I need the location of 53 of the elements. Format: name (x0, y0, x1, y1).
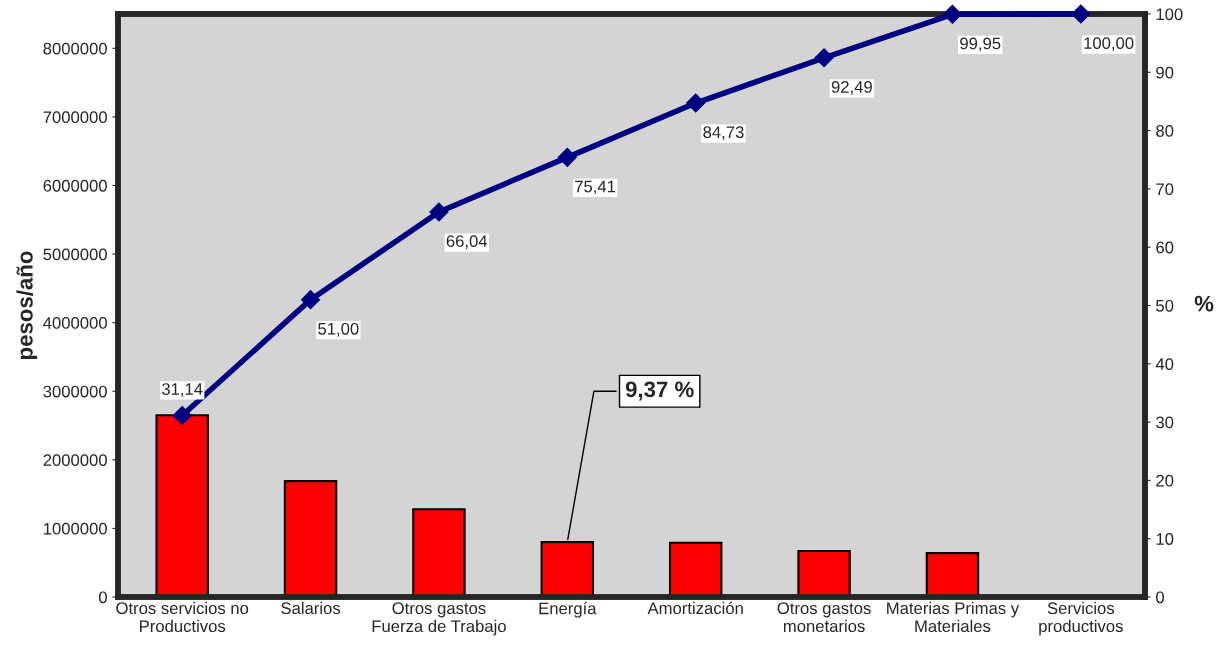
y-axis-title: pesos/año (16, 251, 38, 359)
data-label: 84,73 (703, 126, 744, 141)
y-tick-label: 2000000 (43, 454, 107, 467)
x-tick-label: Amortización (647, 601, 743, 615)
y2-tick-label: 30 (1156, 416, 1174, 429)
y-tick-label: 1000000 (43, 522, 107, 535)
y2-tick-label: 90 (1156, 66, 1174, 79)
y-tick-label: 5000000 (43, 248, 107, 261)
y-tick-label: 8000000 (43, 42, 107, 55)
bar (797, 550, 851, 597)
data-label: 31,14 (161, 383, 203, 397)
y-tick-label: 7000000 (43, 111, 107, 124)
data-label: 51,00 (318, 322, 359, 337)
y2-tick-label: 60 (1156, 241, 1174, 254)
data-label: 99,95 (960, 37, 1001, 52)
y-tick-label: 4000000 (43, 317, 107, 329)
data-label: 92,49 (831, 81, 872, 95)
x-tick-label: Otros gastos monetarios (777, 602, 871, 633)
y2-tick-label: 70 (1156, 183, 1174, 196)
y2-tick-label: 0 (1156, 591, 1165, 604)
bar (925, 552, 980, 597)
bar (283, 480, 338, 597)
y-tick-label: 6000000 (43, 179, 107, 192)
annotation: 9,37 % (625, 381, 694, 401)
y-tick-label: 3000000 (43, 385, 107, 398)
x-tick-label: Otros gastos Fuerza de Trabajo (372, 602, 506, 636)
data-label: 66,04 (446, 235, 488, 249)
x-tick-label: Energía (539, 601, 597, 618)
data-label: 100,00 (1084, 37, 1134, 51)
y2-axis-title: % (1194, 295, 1214, 312)
point (686, 93, 706, 113)
y-tick-label: 0 (98, 591, 107, 604)
x-tick-label: Salarios (281, 601, 341, 615)
y2-tick-label: 100 (1156, 8, 1183, 21)
point (1071, 4, 1091, 24)
x-tick-label: Otros servicios no Productivos (116, 601, 249, 633)
y2-tick-label: 10 (1156, 533, 1174, 545)
point (942, 4, 962, 24)
x-tick-label: Servicios productivos (1039, 601, 1123, 636)
y2-tick-label: 20 (1156, 474, 1174, 487)
data-label: 75,41 (575, 180, 616, 195)
point (429, 202, 449, 222)
bar (668, 541, 723, 597)
point (557, 147, 577, 167)
point (301, 290, 321, 310)
y2-tick-label: 80 (1156, 125, 1174, 137)
point (172, 405, 192, 425)
y2-tick-label: 40 (1155, 358, 1174, 370)
y2-tick-label: 50 (1156, 299, 1174, 312)
bar (412, 508, 466, 597)
bar (155, 414, 209, 597)
x-tick-label: Materias Primas y Materiales (887, 601, 1020, 633)
point (814, 48, 834, 68)
